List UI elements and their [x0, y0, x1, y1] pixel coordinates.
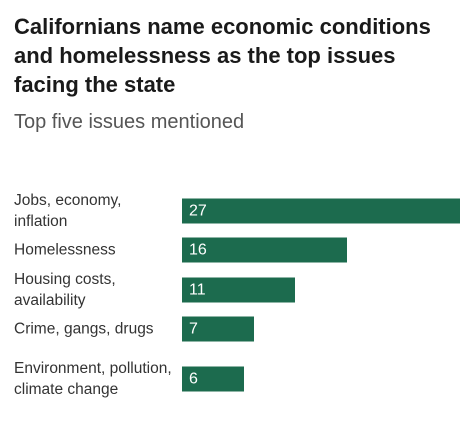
value-label: 27 [189, 202, 207, 220]
value-label: 16 [189, 241, 207, 259]
value-label: 11 [189, 281, 206, 299]
chart-subtitle: Top five issues mentioned [14, 111, 245, 133]
value-label: 7 [189, 320, 198, 338]
bar: 16 [182, 237, 347, 263]
category-label: Jobs, economy, inflation [14, 192, 122, 230]
chart-title: Californians name economic conditions an… [14, 14, 431, 97]
bar: 11 [182, 277, 296, 303]
category-label: Crime, gangs, drugs [14, 320, 154, 338]
value-label: 6 [189, 370, 198, 388]
bar: 6 [182, 366, 244, 392]
category-label: Homelessness [14, 241, 116, 259]
bar: 7 [182, 316, 255, 342]
category-label: Environment, pollution, climate change [14, 360, 172, 398]
bar: 27 [182, 198, 460, 224]
category-label: Housing costs, availability [14, 271, 116, 309]
